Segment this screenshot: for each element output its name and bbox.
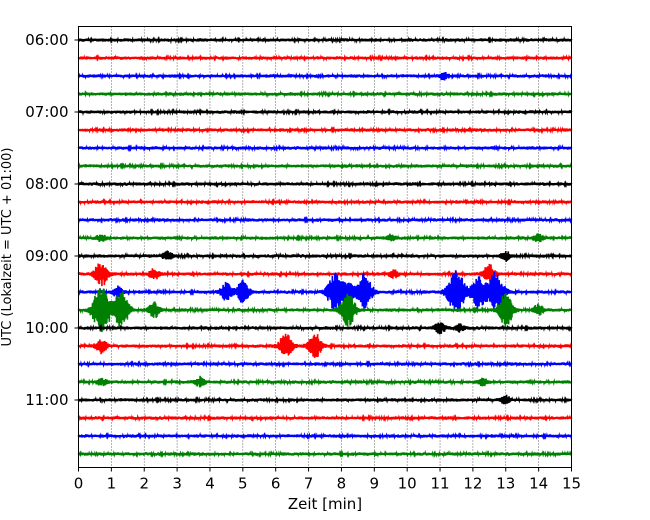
trace-0800	[77, 179, 573, 189]
x-tick-label: 2	[139, 475, 149, 493]
x-tick-label: 12	[463, 475, 482, 493]
trace-1015	[77, 333, 573, 358]
x-tick-label: 15	[562, 475, 581, 493]
y-tick-label: 09:00	[25, 247, 68, 265]
trace-0715	[77, 125, 573, 135]
trace-0700	[77, 107, 573, 117]
x-tick-label: 9	[370, 475, 380, 493]
y-axis: 06:00 07:00 08:00 09:00 10:00 11:00	[25, 31, 79, 409]
x-tick-label: 4	[205, 475, 215, 493]
trace-0945	[77, 288, 573, 333]
x-axis-label: Zeit [min]	[288, 495, 362, 513]
trace-0900	[77, 250, 573, 262]
trace-0600	[77, 35, 573, 45]
traces-group	[77, 35, 573, 459]
trace-1145	[77, 449, 573, 459]
trace-0845	[77, 233, 573, 243]
y-tick-label: 11:00	[25, 391, 68, 409]
x-tick-label: 6	[271, 475, 281, 493]
plot-area	[78, 26, 572, 468]
x-tick-label: 5	[238, 475, 248, 493]
plot-frame	[78, 26, 572, 468]
trace-0630	[77, 71, 573, 81]
trace-0915	[77, 263, 573, 287]
x-tick-label: 8	[337, 475, 347, 493]
y-tick-label: 08:00	[25, 175, 68, 193]
x-tick-label: 14	[529, 475, 548, 493]
x-tick-label: 7	[304, 475, 314, 493]
trace-0930	[77, 270, 573, 312]
x-tick-label: 3	[172, 475, 182, 493]
trace-0815	[77, 197, 573, 207]
x-tick-label: 13	[496, 475, 515, 493]
y-tick-label: 07:00	[25, 103, 68, 121]
x-tick-label: 11	[430, 475, 449, 493]
trace-0730	[77, 143, 573, 153]
x-axis: 0 1 2 3 4 5 6 7 8 9 10 11 12 13 14 15	[74, 467, 581, 493]
y-axis-label: UTC (Lokalzeit = UTC + 01:00)	[0, 148, 15, 347]
trace-1030	[77, 359, 573, 369]
trace-1130	[77, 431, 573, 441]
trace-0745	[77, 161, 573, 171]
x-tick-label: 1	[107, 475, 117, 493]
y-tick-label: 06:00	[25, 31, 68, 49]
trace-1045	[77, 375, 573, 388]
trace-0615	[77, 53, 573, 63]
x-tick-label: 10	[398, 475, 417, 493]
trace-0645	[77, 89, 573, 99]
trace-1115	[77, 413, 573, 423]
trace-0830	[77, 215, 573, 225]
x-tick-label: 0	[74, 475, 84, 493]
trace-1100	[77, 394, 573, 405]
y-tick-label: 10:00	[25, 319, 68, 337]
trace-1000	[77, 322, 573, 335]
